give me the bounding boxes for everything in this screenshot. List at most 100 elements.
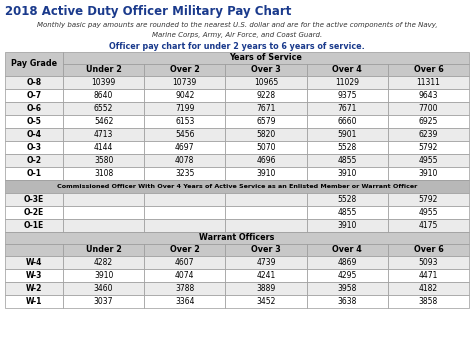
Text: 3858: 3858 (419, 297, 438, 306)
Bar (63, 219, 144, 232)
Text: 5462: 5462 (94, 117, 113, 126)
Bar (144, 219, 226, 232)
Bar (388, 269, 469, 282)
Bar (63, 244, 144, 256)
Bar (144, 64, 226, 76)
Text: 4182: 4182 (419, 284, 438, 293)
Text: Over 3: Over 3 (251, 246, 281, 255)
Text: 3889: 3889 (256, 284, 275, 293)
Text: 10965: 10965 (254, 78, 278, 87)
Bar (226, 102, 307, 115)
Bar (388, 141, 469, 154)
Bar (307, 141, 388, 154)
Bar (144, 154, 226, 167)
Text: 4955: 4955 (419, 208, 438, 217)
Bar (5, 76, 63, 89)
Text: 4955: 4955 (419, 156, 438, 165)
Bar (226, 256, 307, 269)
Bar (307, 269, 388, 282)
Bar (63, 115, 144, 128)
Text: O-4: O-4 (27, 130, 42, 139)
Bar (226, 64, 307, 76)
Text: 6552: 6552 (94, 104, 113, 113)
Text: 4175: 4175 (419, 221, 438, 230)
Bar (63, 295, 144, 308)
Text: 3910: 3910 (419, 169, 438, 178)
Bar (307, 206, 388, 219)
Text: 7700: 7700 (419, 104, 438, 113)
Text: 9643: 9643 (419, 91, 438, 100)
Bar (5, 282, 63, 295)
Text: 7671: 7671 (337, 104, 357, 113)
Text: 3108: 3108 (94, 169, 113, 178)
Bar (388, 256, 469, 269)
Text: O-2: O-2 (27, 156, 42, 165)
Text: 4241: 4241 (256, 271, 275, 280)
Text: 7671: 7671 (256, 104, 276, 113)
Text: 3452: 3452 (256, 297, 276, 306)
Text: O-6: O-6 (27, 104, 42, 113)
Bar (144, 295, 226, 308)
Bar (144, 76, 226, 89)
Bar (144, 282, 226, 295)
Bar (226, 89, 307, 102)
Bar (63, 193, 144, 206)
Bar (307, 167, 388, 180)
Text: W-1: W-1 (26, 297, 42, 306)
Bar (144, 193, 226, 206)
Text: 4471: 4471 (419, 271, 438, 280)
Bar (63, 269, 144, 282)
Text: 5456: 5456 (175, 130, 194, 139)
Text: 4144: 4144 (94, 143, 113, 152)
Bar (63, 256, 144, 269)
Bar (5, 128, 63, 141)
Bar (63, 206, 144, 219)
Bar (5, 115, 63, 128)
Text: Over 6: Over 6 (413, 66, 443, 75)
Text: 4713: 4713 (94, 130, 113, 139)
Text: 10739: 10739 (173, 78, 197, 87)
Bar (307, 244, 388, 256)
Bar (226, 141, 307, 154)
Bar (63, 167, 144, 180)
Text: 4282: 4282 (94, 258, 113, 267)
Bar (307, 115, 388, 128)
Text: O-3E: O-3E (24, 195, 44, 204)
Bar (144, 128, 226, 141)
Text: 3037: 3037 (94, 297, 113, 306)
Bar (226, 219, 307, 232)
Bar (144, 244, 226, 256)
Bar (307, 295, 388, 308)
Text: 5820: 5820 (256, 130, 275, 139)
Text: O-1: O-1 (27, 169, 42, 178)
Bar (5, 269, 63, 282)
Bar (5, 141, 63, 154)
Bar (63, 141, 144, 154)
Text: O-3: O-3 (27, 143, 42, 152)
Bar (5, 167, 63, 180)
Text: 3910: 3910 (94, 271, 113, 280)
Bar (5, 102, 63, 115)
Text: 3958: 3958 (337, 284, 357, 293)
Text: 11311: 11311 (417, 78, 440, 87)
Bar (388, 89, 469, 102)
Bar (307, 256, 388, 269)
Bar (307, 102, 388, 115)
Text: 8640: 8640 (94, 91, 113, 100)
Text: 3910: 3910 (256, 169, 276, 178)
Text: O-7: O-7 (27, 91, 42, 100)
Bar (5, 256, 63, 269)
Text: 11029: 11029 (335, 78, 359, 87)
Bar (5, 219, 63, 232)
Bar (388, 64, 469, 76)
Text: Years of Service: Years of Service (229, 53, 302, 62)
Bar (307, 128, 388, 141)
Text: 3638: 3638 (337, 297, 357, 306)
Text: Over 2: Over 2 (170, 66, 200, 75)
Text: Warrant Officers: Warrant Officers (199, 234, 275, 243)
Text: 6239: 6239 (419, 130, 438, 139)
Bar (5, 206, 63, 219)
Bar (144, 269, 226, 282)
Text: 6660: 6660 (337, 117, 357, 126)
Bar (226, 193, 307, 206)
